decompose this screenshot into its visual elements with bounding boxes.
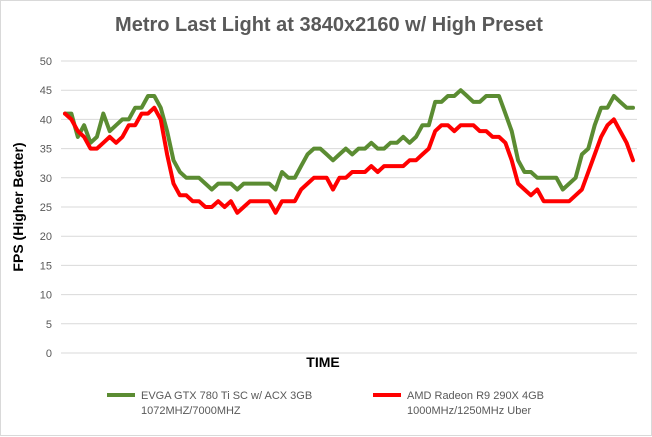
legend-label-2: 1000MHz/1250MHz Uber	[407, 405, 531, 417]
y-tick-label: 35	[40, 144, 52, 156]
y-axis-title: FPS (Higher Better)	[10, 142, 26, 271]
y-tick-label: 20	[40, 231, 52, 243]
y-tick-label: 40	[40, 114, 52, 126]
legend: EVGA GTX 780 Ti SC w/ ACX 3GB 1072MHZ/700…	[107, 390, 544, 417]
y-tick-label: 50	[40, 56, 52, 68]
series-line-1	[63, 88, 635, 192]
series-lines	[63, 88, 635, 215]
legend-label-1: EVGA GTX 780 Ti SC w/ ACX 3GB	[141, 390, 312, 402]
y-tick-label: 45	[40, 85, 52, 97]
y-tick-label: 30	[40, 173, 52, 185]
legend-label-2: AMD Radeon R9 290X 4GB	[407, 390, 544, 402]
chart-title: Metro Last Light at 3840x2160 w/ High Pr…	[115, 14, 543, 36]
y-tick-label: 15	[40, 260, 52, 272]
y-tick-label: 25	[40, 202, 52, 214]
y-tick-label: 5	[46, 319, 52, 331]
y-tick-label: 0	[46, 348, 52, 360]
y-tick-labels: 0 5 10 15 20 25 30 35 40 45 50	[40, 56, 52, 360]
y-tick-label: 10	[40, 290, 52, 302]
legend-label-1: 1072MHZ/7000MHZ	[141, 405, 241, 417]
x-axis-title: TIME	[306, 354, 339, 370]
gridlines	[61, 60, 637, 354]
series-line-2	[63, 105, 635, 215]
